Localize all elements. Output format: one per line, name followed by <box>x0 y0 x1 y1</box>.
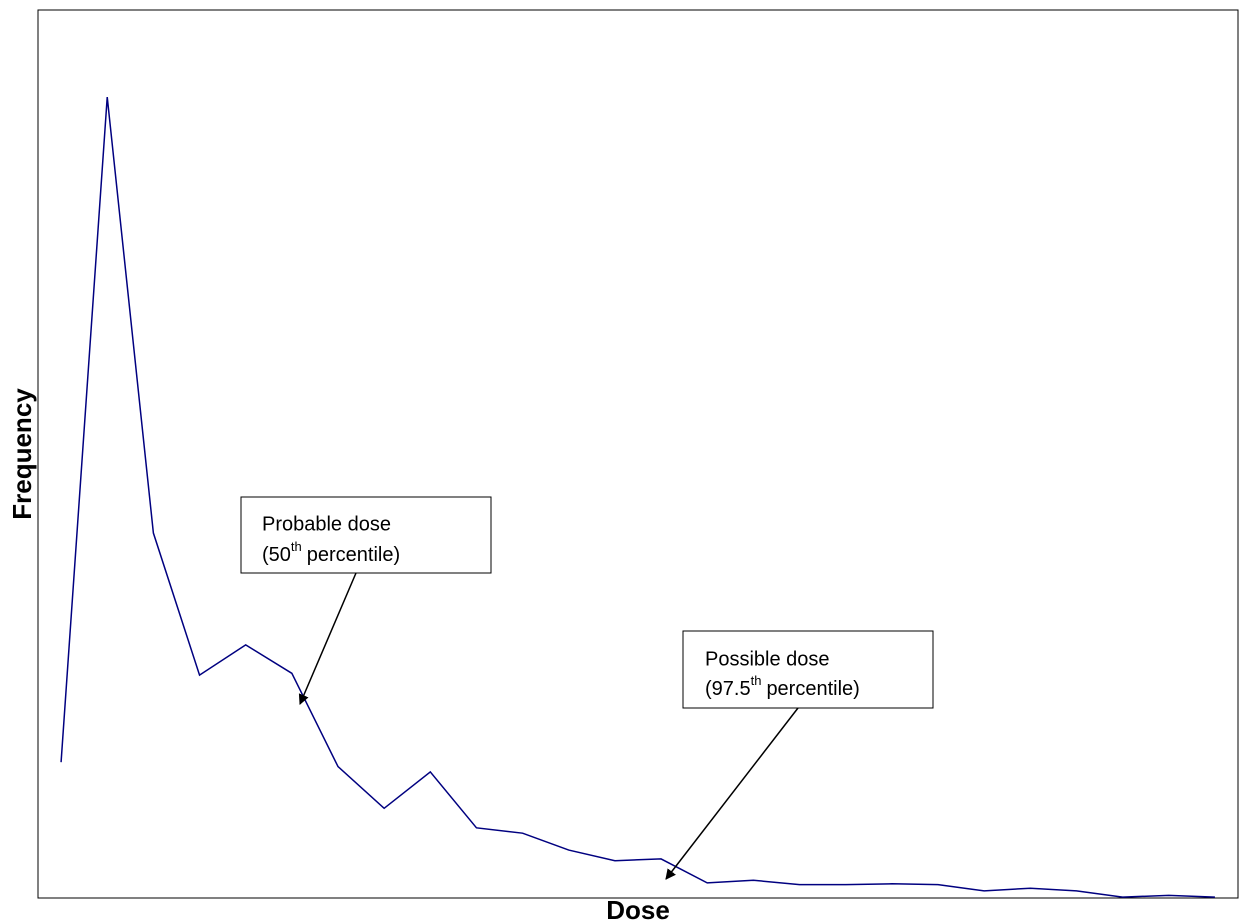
annotation-box <box>240 496 492 574</box>
x-axis-title: Dose <box>606 895 670 924</box>
annotation-sup: th <box>751 673 762 688</box>
y-axis-title: Frequency <box>7 388 37 520</box>
annotations: Probable dose (50th percentile) Possible … <box>240 496 934 880</box>
annotation-text: Probable dose <box>262 513 391 535</box>
annotation-text: (50th percentile) <box>262 539 400 566</box>
annotation-text: Possible dose <box>705 648 830 670</box>
plot-frame <box>37 9 1239 899</box>
annotation-text: (97.5 <box>705 678 751 700</box>
annotation-arrow <box>298 572 357 705</box>
annotation-text: percentile) <box>766 678 859 700</box>
annotation-text: (50 <box>262 544 291 566</box>
annotation-text: (97.5th percentile) <box>705 673 860 700</box>
data-line <box>60 96 1215 898</box>
annotation-box <box>682 630 934 709</box>
annotation-text: percentile) <box>307 544 400 566</box>
annotation-arrow <box>665 707 799 880</box>
annotation-sup: th <box>291 539 302 554</box>
